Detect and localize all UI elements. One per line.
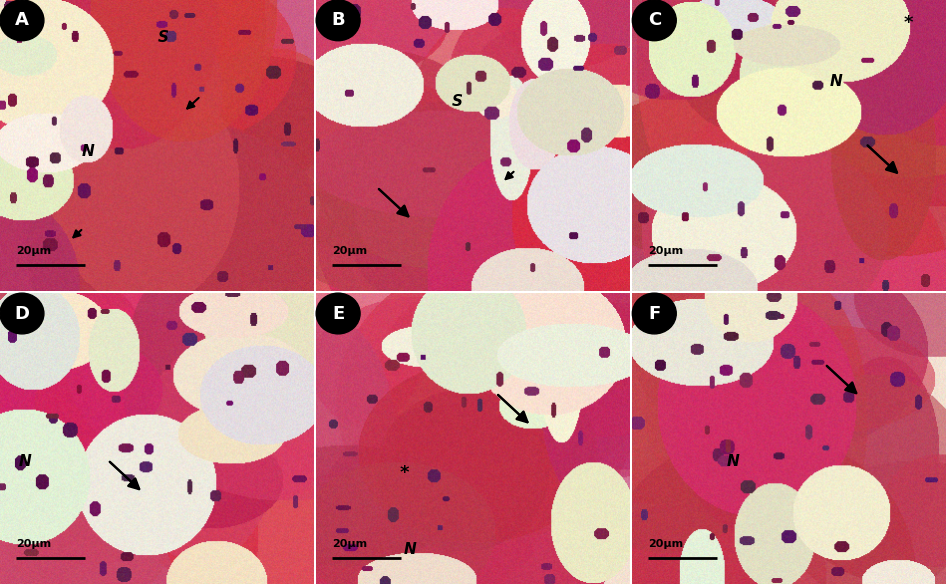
- Text: 20μm: 20μm: [648, 246, 683, 256]
- Circle shape: [316, 293, 360, 334]
- Text: 20μm: 20μm: [16, 539, 51, 549]
- Text: D: D: [14, 304, 29, 322]
- Text: *: *: [399, 464, 409, 482]
- Text: S: S: [452, 94, 463, 109]
- Text: *: *: [903, 14, 913, 32]
- Text: S: S: [158, 30, 168, 46]
- Text: F: F: [648, 304, 660, 322]
- Text: N: N: [727, 454, 739, 470]
- Circle shape: [0, 0, 44, 41]
- Text: 20μm: 20μm: [648, 539, 683, 549]
- Text: B: B: [331, 11, 345, 29]
- Text: 20μm: 20μm: [332, 539, 367, 549]
- Text: N: N: [830, 74, 843, 89]
- Text: 20μm: 20μm: [332, 246, 367, 256]
- Text: N: N: [19, 454, 31, 470]
- Text: A: A: [15, 11, 29, 29]
- Circle shape: [316, 0, 360, 41]
- Circle shape: [0, 293, 44, 334]
- Text: C: C: [648, 11, 661, 29]
- Text: N: N: [81, 144, 95, 159]
- Text: N: N: [404, 541, 416, 557]
- Circle shape: [632, 293, 676, 334]
- Text: 20μm: 20μm: [16, 246, 51, 256]
- Circle shape: [632, 0, 676, 41]
- Text: E: E: [332, 304, 344, 322]
